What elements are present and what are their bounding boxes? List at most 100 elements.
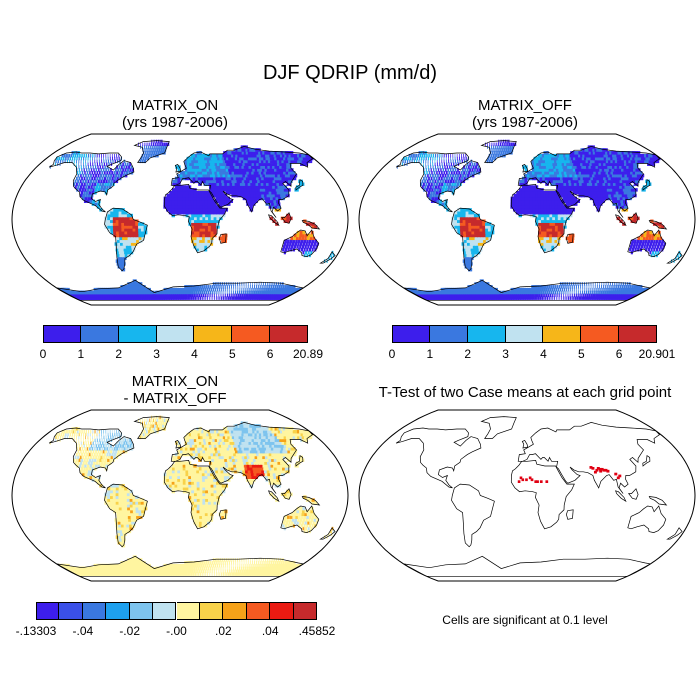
grid-cell bbox=[276, 202, 281, 206]
grid-cell bbox=[508, 293, 512, 298]
grid-cell bbox=[249, 287, 251, 292]
grid-cell bbox=[503, 290, 507, 295]
grid-cell bbox=[293, 245, 297, 249]
grid-cell bbox=[149, 142, 151, 146]
grid-cell bbox=[566, 156, 571, 161]
grid-cell bbox=[273, 171, 278, 175]
grid-cell bbox=[207, 242, 211, 246]
grid-cell bbox=[624, 185, 629, 189]
grid-cell bbox=[555, 219, 559, 223]
grid-cell bbox=[659, 245, 662, 249]
grid-cell bbox=[595, 296, 599, 300]
grid-cell bbox=[212, 563, 215, 568]
grid-cell bbox=[237, 563, 239, 568]
grid-cell bbox=[566, 287, 568, 292]
grid-cell bbox=[565, 285, 567, 289]
grid-cell bbox=[469, 168, 472, 172]
grid-cell bbox=[272, 173, 277, 178]
grid-cell bbox=[151, 293, 156, 298]
grid-cell bbox=[538, 225, 542, 229]
grid-cell bbox=[196, 242, 200, 246]
grid-cell bbox=[532, 208, 536, 212]
grid-cell bbox=[166, 293, 170, 298]
grid-cell bbox=[192, 173, 196, 178]
grid-cell bbox=[608, 287, 610, 292]
grid-cell bbox=[522, 287, 526, 292]
grid-cell bbox=[576, 287, 578, 292]
grid-cell bbox=[241, 188, 246, 192]
grid-cell bbox=[216, 162, 221, 166]
grid-cell bbox=[518, 193, 523, 198]
grid-cell bbox=[86, 176, 89, 181]
grid-cell bbox=[199, 236, 203, 241]
grid-cell bbox=[535, 205, 539, 209]
grid-cell bbox=[521, 199, 525, 203]
grid-cell bbox=[222, 159, 227, 164]
grid-cell bbox=[275, 179, 280, 184]
grid-cell bbox=[201, 296, 203, 300]
grid-cell bbox=[254, 290, 256, 295]
grid-cell bbox=[272, 566, 276, 571]
grid-cell bbox=[562, 196, 567, 201]
grid-cell bbox=[546, 171, 551, 175]
grid-cell bbox=[531, 168, 535, 172]
grid-cell bbox=[546, 219, 550, 223]
grid-cell bbox=[265, 282, 267, 286]
grid-cell bbox=[448, 171, 451, 175]
grid-cell bbox=[281, 188, 286, 192]
grid-cell bbox=[94, 202, 98, 206]
grid-cell bbox=[553, 168, 558, 172]
grid-cell bbox=[204, 193, 208, 198]
grid-cell bbox=[479, 225, 483, 229]
grid-cell bbox=[193, 290, 196, 295]
grid-cell bbox=[120, 248, 125, 252]
grid-cell bbox=[597, 296, 600, 300]
grid-cell bbox=[543, 213, 548, 218]
grid-cell bbox=[216, 569, 217, 574]
grid-cell bbox=[521, 176, 526, 181]
grid-cell bbox=[258, 171, 263, 175]
grid-cell bbox=[124, 213, 128, 218]
grid-cell bbox=[543, 168, 548, 172]
grid-cell bbox=[467, 259, 472, 263]
grid-cell bbox=[543, 208, 548, 212]
grid-cell bbox=[661, 248, 664, 252]
grid-cell bbox=[148, 566, 153, 571]
grid-cell bbox=[586, 293, 589, 298]
grid-cell bbox=[187, 173, 191, 178]
grid-cell bbox=[255, 293, 259, 298]
grid-cell bbox=[593, 296, 597, 300]
grid-cell bbox=[452, 159, 454, 164]
grid-cell bbox=[224, 165, 229, 169]
grid-cell bbox=[590, 171, 596, 175]
grid-cell bbox=[427, 159, 429, 164]
grid-cell bbox=[241, 191, 246, 195]
grid-cell bbox=[563, 213, 567, 218]
grid-cell bbox=[218, 285, 220, 289]
grid-cell bbox=[448, 162, 450, 166]
grid-cell bbox=[546, 230, 550, 235]
grid-cell bbox=[214, 569, 215, 574]
grid-cell bbox=[468, 171, 471, 175]
grid-cell bbox=[94, 153, 96, 158]
grid-cell bbox=[604, 188, 609, 192]
grid-cell bbox=[268, 202, 273, 206]
grid-cell bbox=[155, 293, 159, 298]
grid-cell bbox=[168, 210, 173, 215]
grid-cell bbox=[82, 193, 86, 198]
grid-cell bbox=[280, 179, 285, 184]
grid-cell bbox=[154, 139, 156, 144]
grid-cell bbox=[426, 179, 429, 184]
grid-cell bbox=[552, 210, 556, 215]
grid-cell bbox=[205, 153, 210, 158]
grid-cell bbox=[113, 208, 117, 212]
grid-cell bbox=[459, 225, 464, 229]
grid-cell bbox=[546, 239, 550, 243]
grid-cell bbox=[616, 282, 618, 286]
grid-cell bbox=[185, 293, 188, 298]
grid-cell bbox=[591, 296, 595, 300]
grid-cell bbox=[112, 156, 114, 161]
grid-cell bbox=[266, 293, 270, 298]
grid-cell bbox=[265, 182, 271, 186]
grid-cell bbox=[109, 176, 112, 181]
